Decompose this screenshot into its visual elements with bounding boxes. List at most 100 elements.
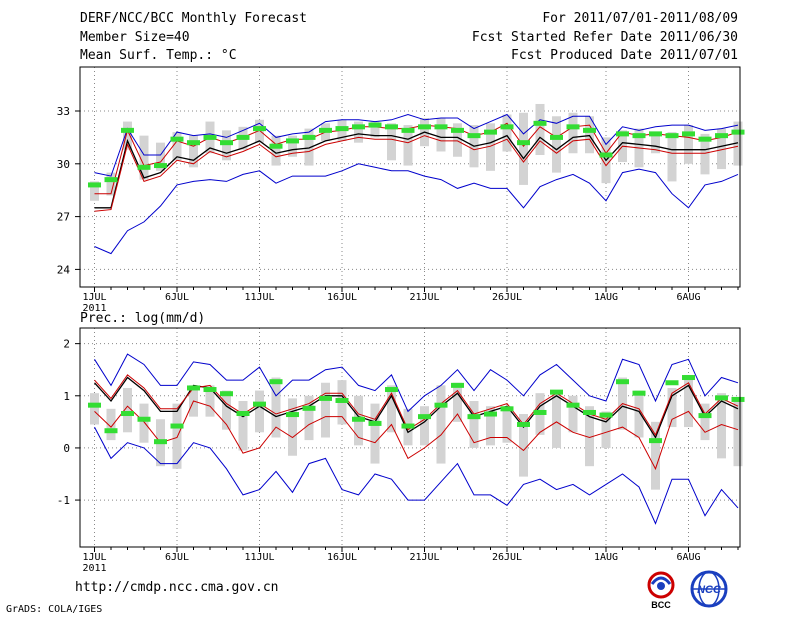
prec-min-line	[94, 426, 739, 525]
temp-xtick-label: 6AUG	[676, 292, 700, 303]
prec-spread-box	[651, 421, 660, 490]
prec-spread-box	[453, 382, 462, 422]
prec-spread-box	[172, 403, 182, 469]
temp-median-bar	[154, 163, 167, 169]
prec-spread-box	[205, 385, 215, 417]
temp-min-line	[94, 163, 739, 255]
prec-median-bar	[451, 382, 464, 388]
temp-spread-box	[585, 116, 594, 154]
prec-spread-box	[387, 385, 396, 433]
temp-median-bar	[187, 140, 200, 146]
chart-title: DERF/NCC/BCC Monthly Forecast	[80, 11, 307, 26]
temp-spread-box	[667, 132, 677, 182]
temp-spread-box	[139, 135, 149, 180]
prec-median-bar	[517, 421, 530, 427]
temp-spread-box	[552, 116, 561, 173]
temp-median-bar	[236, 134, 250, 140]
prec-median-bar	[137, 416, 151, 422]
temp-xtick-year: 2011	[82, 303, 106, 314]
prec-spread-box	[519, 414, 528, 477]
temp-median-bar	[137, 164, 151, 170]
prec-median-bar	[302, 405, 316, 411]
temp-median-bar	[88, 182, 101, 188]
prec-xtick-label: 21JUL	[409, 552, 439, 563]
temp-spread-box	[123, 121, 132, 150]
bcc-logo: BCC	[647, 571, 675, 610]
prec-spread-box	[304, 395, 314, 441]
prec-upper-quartile-line	[94, 374, 739, 436]
temp-spread-box	[403, 125, 413, 166]
prec-spread-box	[601, 411, 611, 448]
temp-median-bar	[599, 152, 613, 158]
prec-median-bar	[319, 395, 332, 401]
temp-spread-box	[271, 135, 281, 166]
temp-median-bar	[665, 133, 679, 139]
prec-median-bar	[533, 409, 547, 415]
prec-median-bar	[352, 416, 365, 422]
prec-ytick-label: 1	[63, 390, 70, 403]
prec-xtick-year: 2011	[82, 563, 106, 574]
prec-spread-box	[255, 390, 264, 433]
prec-median-bar	[616, 379, 629, 385]
prec-median-bar	[715, 395, 728, 401]
prec-median-bar	[401, 423, 415, 429]
prec-median-bar	[583, 409, 596, 415]
temp-xtick-label: 6JUL	[165, 292, 189, 303]
prec-xtick-label: 1JUL	[82, 552, 106, 563]
prec-xtick-label: 26JUL	[492, 552, 522, 563]
prec-spread-box	[90, 393, 99, 425]
temp-spread-box	[90, 181, 99, 201]
prec-median-bar	[731, 396, 745, 402]
temp-spread-box	[436, 118, 446, 152]
temp-median-bar	[302, 134, 316, 140]
temp-ytick-label: 24	[57, 263, 71, 276]
source-url[interactable]: http://cmdp.ncc.cma.gov.cn	[75, 580, 279, 595]
temp-median-bar	[434, 124, 448, 130]
temp-median-bar	[121, 127, 134, 133]
temp-median-bar	[517, 140, 530, 146]
temp-xtick-label: 26JUL	[492, 292, 522, 303]
prec-median-bar	[434, 402, 448, 408]
bcc-logo-text: BCC	[651, 600, 671, 610]
prec-ytick-label: 2	[63, 338, 70, 351]
prec-spread-box	[288, 398, 297, 456]
prec-median-bar	[385, 387, 398, 393]
temp-median-bar	[533, 120, 547, 126]
temp-median-bar	[385, 124, 398, 130]
prec-median-bar	[220, 391, 233, 397]
prec-median-bar	[632, 390, 646, 396]
prec-median-bar	[286, 412, 299, 418]
temp-spread-box	[304, 128, 314, 166]
temp-median-bar	[550, 134, 563, 140]
temp-xtick-label: 1AUG	[594, 292, 618, 303]
prec-spread-box	[106, 408, 116, 441]
prec-spread-box	[238, 401, 248, 451]
temp-frame	[79, 66, 741, 288]
temp-median-bar	[286, 138, 299, 144]
temp-median-bar	[203, 134, 217, 140]
temp-ytick-label: 27	[57, 211, 70, 224]
temp-median-bar	[616, 131, 629, 137]
temp-xtick-label: 11JUL	[244, 292, 274, 303]
prec-lower-quartile-line	[94, 400, 739, 471]
prec-median-bar	[467, 414, 481, 420]
forecast-period: For 2011/07/01-2011/08/09	[542, 11, 738, 26]
prec-median-bar	[418, 414, 431, 420]
temp-median-bar	[467, 133, 481, 139]
prec-ytick-label: -1	[57, 494, 70, 507]
temp-median-bar	[368, 122, 382, 128]
temp-spread-box	[255, 119, 264, 143]
prec-median-bar	[187, 385, 200, 391]
prec-spread-box	[717, 393, 726, 459]
prec-spread-box	[552, 390, 561, 448]
temp-spread-box	[535, 103, 545, 155]
temp-spread-box	[172, 132, 182, 161]
refer-date: Fcst Started Refer Date 2011/06/30	[471, 30, 738, 45]
grads-credit: GrADS: COLA/IGES	[6, 604, 103, 615]
temp-median-bar	[731, 129, 745, 135]
prec-spread-box	[321, 382, 330, 438]
prec-title: Prec.: log(mm/d)	[80, 311, 205, 326]
temp-spread-box	[700, 133, 710, 175]
temp-spread-box	[387, 123, 396, 161]
